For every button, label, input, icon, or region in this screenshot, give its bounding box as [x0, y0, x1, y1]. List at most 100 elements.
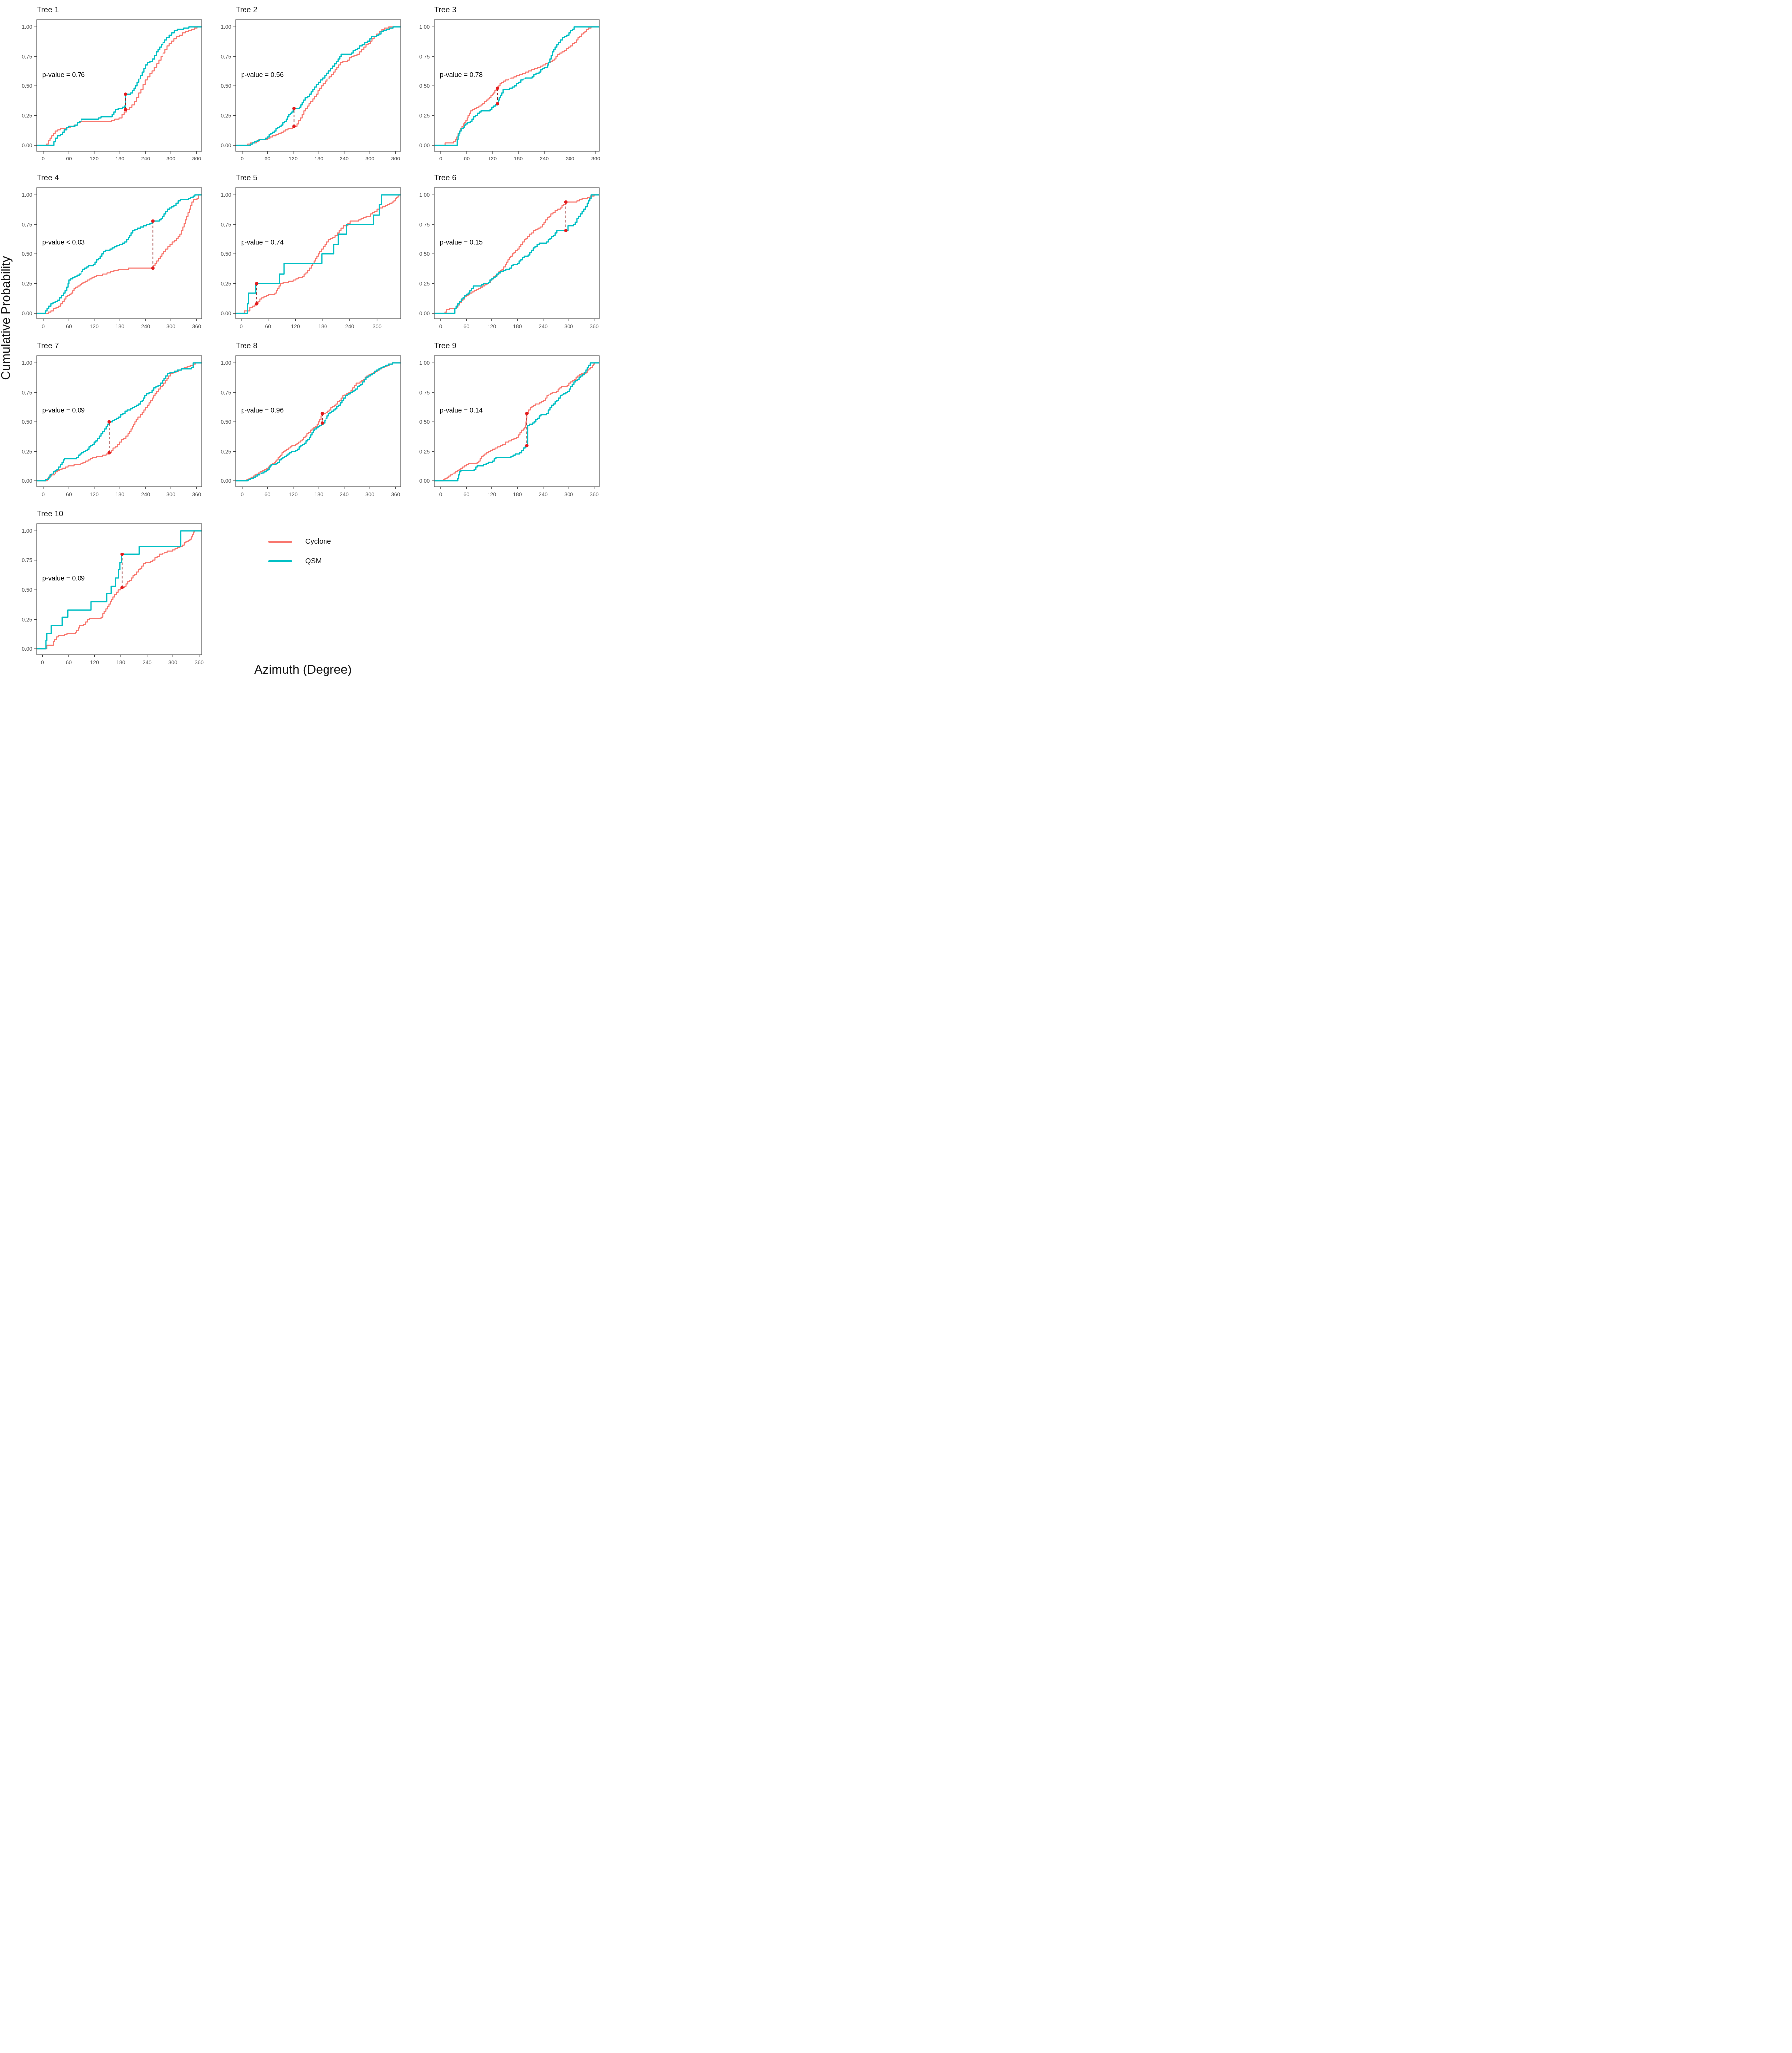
- p-value-label: p-value = 0.09: [42, 406, 85, 414]
- y-tick-label: 0.50: [419, 251, 430, 257]
- x-tick-label: 300: [166, 156, 175, 162]
- subplot-canvas: 0.00 0.25 0.50 0.75 1.00 0 60 120 180 240 300 360 Tr…: [419, 6, 600, 162]
- y-tick-label: 0.75: [221, 54, 231, 60]
- subplot-title: Tree 4: [37, 174, 59, 182]
- y-tick-label: 0.75: [221, 222, 231, 228]
- x-tick-label: 300: [564, 324, 573, 330]
- cyclone-line-swatch: [268, 540, 292, 543]
- x-tick-label: 60: [264, 156, 270, 162]
- x-tick-label: 60: [66, 156, 72, 162]
- subplot-title: Tree 8: [236, 342, 257, 350]
- panel-border: [36, 355, 202, 487]
- x-tick-label: 180: [314, 156, 323, 162]
- subplot-canvas: 0.00 0.25 0.50 0.75 1.00 0 60 120 180 240 300 360 Tr…: [22, 6, 202, 162]
- x-tick-label: 360: [391, 156, 400, 162]
- x-tick-label: 0: [41, 660, 44, 666]
- ks-point-qsm: [107, 420, 111, 424]
- x-tick-label: 120: [291, 324, 300, 330]
- cyclone-curve: [434, 26, 599, 146]
- ks-point-cyclone: [107, 451, 111, 455]
- plot-panel: [236, 356, 401, 487]
- subplot-title: Tree 6: [434, 174, 456, 182]
- y-tick-label: 1.00: [22, 528, 32, 534]
- y-tick-label: 1.00: [419, 192, 430, 198]
- x-tick-label: 240: [141, 492, 150, 498]
- y-tick-label: 0.75: [419, 390, 430, 396]
- p-value-label: p-value = 0.14: [440, 406, 483, 414]
- ks-point-qsm: [525, 444, 529, 448]
- subplot-tree-5: 0.00 0.25 0.50 0.75 1.00 0 60 120 180 240 300 Tree …: [208, 171, 407, 339]
- x-tick-label: 60: [66, 324, 72, 330]
- x-tick-label: 360: [192, 156, 201, 162]
- p-value-label: p-value = 0.09: [42, 574, 85, 582]
- x-tick-label: 120: [90, 660, 99, 666]
- x-tick-label: 300: [564, 492, 573, 498]
- x-tick-label: 120: [90, 324, 99, 330]
- x-tick-label: 120: [488, 324, 496, 330]
- y-tick-label: 0.50: [22, 251, 32, 257]
- x-tick-label: 360: [590, 324, 599, 330]
- ks-point-qsm: [151, 219, 155, 223]
- subplot-tree-10: 0.00 0.25 0.50 0.75 1.00 0 60 120 180 240 300 360 Tr…: [9, 507, 208, 675]
- x-tick-label: 0: [241, 492, 244, 498]
- panel-border: [434, 187, 600, 319]
- x-tick-label: 180: [318, 324, 327, 330]
- x-tick-label: 120: [90, 492, 99, 498]
- x-tick-label: 60: [264, 492, 270, 498]
- x-tick-label: 360: [192, 492, 201, 498]
- ks-point-cyclone: [255, 302, 259, 306]
- y-tick-label: 0.25: [22, 281, 32, 287]
- qsm-curve: [434, 194, 599, 314]
- y-tick-label: 0.75: [22, 558, 32, 564]
- subplot-tree-1: 0.00 0.25 0.50 0.75 1.00 0 60 120 180 240 300 360 Tr…: [9, 3, 208, 171]
- legend-item-cyclone: Cyclone: [268, 538, 331, 546]
- qsm-curve: [434, 362, 599, 482]
- legend-item-qsm: QSM: [268, 557, 331, 565]
- subplot-tree-9: 0.00 0.25 0.50 0.75 1.00 0 60 120 180 240 300 360 Tr…: [407, 339, 605, 507]
- x-tick-label: 0: [42, 156, 45, 162]
- x-tick-label: 60: [66, 660, 72, 666]
- y-tick-label: 0.75: [22, 54, 32, 60]
- subplot-canvas: 0.00 0.25 0.50 0.75 1.00 0 60 120 180 240 300 360 Tr…: [419, 174, 600, 330]
- subplot-tree-4: 0.00 0.25 0.50 0.75 1.00 0 60 120 180 240 300 360 Tr…: [9, 171, 208, 339]
- qsm-curve: [434, 26, 599, 146]
- y-tick-label: 0.50: [22, 587, 32, 593]
- x-tick-label: 180: [115, 156, 124, 162]
- x-tick-label: 120: [289, 156, 298, 162]
- y-tick-label: 1.00: [22, 192, 32, 198]
- y-tick-label: 0.75: [22, 222, 32, 228]
- subplot-canvas: 0.00 0.25 0.50 0.75 1.00 0 60 120 180 240 300 360 Tr…: [419, 342, 600, 498]
- x-tick-label: 60: [464, 156, 470, 162]
- plot-panel: [37, 20, 202, 151]
- x-tick-label: 240: [340, 492, 349, 498]
- ks-point-cyclone: [120, 586, 124, 589]
- subplot-title: Tree 7: [37, 342, 59, 350]
- panel-border: [36, 523, 202, 655]
- ks-point-qsm: [496, 102, 499, 106]
- x-tick-label: 0: [439, 156, 442, 162]
- subplot-tree-7: 0.00 0.25 0.50 0.75 1.00 0 60 120 180 240 300 360 Tr…: [9, 339, 208, 507]
- y-tick-label: 0.50: [221, 251, 231, 257]
- x-tick-label: 60: [66, 492, 72, 498]
- y-tick-label: 0.25: [419, 113, 430, 119]
- x-tick-label: 180: [514, 156, 523, 162]
- y-tick-label: 1.00: [22, 24, 32, 30]
- ks-point-qsm: [292, 106, 296, 110]
- p-value-label: p-value = 0.78: [440, 71, 483, 78]
- y-tick-label: 0.75: [419, 54, 430, 60]
- subplot-canvas: 0.00 0.25 0.50 0.75 1.00 0 60 120 180 240 300 360 Tr…: [22, 342, 202, 498]
- ks-point-cyclone: [124, 108, 127, 112]
- y-tick-label: 0.50: [419, 419, 430, 425]
- x-tick-label: 240: [345, 324, 354, 330]
- y-tick-label: 0.50: [221, 419, 231, 425]
- x-tick-label: 180: [115, 324, 124, 330]
- y-axis-title: Cumulative Probability: [0, 256, 13, 380]
- x-tick-label: 180: [513, 324, 522, 330]
- y-tick-label: 1.00: [221, 24, 231, 30]
- y-tick-label: 0.00: [22, 478, 32, 484]
- plot-panel: [37, 356, 202, 487]
- y-tick-label: 0.00: [221, 478, 231, 484]
- x-tick-label: 240: [540, 156, 549, 162]
- y-tick-label: 0.25: [22, 449, 32, 455]
- x-axis-title: Azimuth (Degree): [254, 663, 352, 677]
